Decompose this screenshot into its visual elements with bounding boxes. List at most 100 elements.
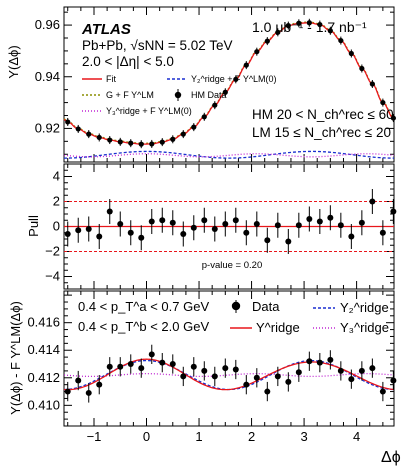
top-data-point — [128, 140, 134, 146]
hm-label: HM 20 < N_ch^rec ≤ 60 — [252, 107, 394, 122]
bottom-panel: 0.410 0.412 0.414 0.416 −1 0 1 2 3 4 Y(Δϕ) - F Y^… — [8, 290, 401, 466]
bottom-data-point — [169, 361, 176, 368]
pull-point — [264, 237, 271, 244]
top-panel: 0.92 0.94 0.96 Y(Δϕ) ATLAS 1.0 μb⁻¹ - 1.7 … — [6, 6, 396, 163]
bottom-y-tick-label: 0.412 — [27, 370, 60, 385]
bottom-points — [64, 344, 397, 403]
middle-y-tick-label: −4 — [45, 269, 60, 284]
top-data-point — [380, 99, 386, 106]
pull-point — [169, 219, 176, 226]
pull-point — [390, 208, 397, 215]
middle-y-tick-label: 0 — [53, 219, 60, 234]
bottom-data-point — [232, 366, 239, 373]
legend-fit-label: Fit — [106, 74, 116, 84]
bottom-y-tick-label: 0.410 — [27, 397, 60, 412]
top-data-point — [212, 102, 218, 108]
bottom-data-point — [369, 365, 376, 372]
top-data-point — [243, 62, 249, 68]
top-data-point — [222, 89, 228, 95]
pull-point — [232, 217, 239, 224]
legend-bottom-yridge-label: Y^ridge — [256, 320, 300, 335]
top-data-point — [348, 50, 354, 57]
top-data-point — [296, 20, 302, 26]
pull-point — [106, 208, 113, 215]
bottom-data-point — [243, 381, 250, 388]
top-data-point — [107, 137, 113, 143]
top-y-tick-label: 0.94 — [35, 69, 60, 84]
bottom-data-point — [159, 359, 166, 366]
legend-y2-label: Y₂^ridge + F Y^LM(0) — [191, 74, 277, 84]
pull-point — [274, 222, 281, 229]
bottom-data-point — [85, 389, 92, 396]
middle-y-tick-label: 4 — [53, 169, 60, 184]
top-data-point — [159, 139, 165, 145]
bottom-data-point — [348, 376, 355, 383]
pull-point — [138, 234, 145, 241]
bottom-data-point — [222, 365, 229, 372]
bottom-data-point — [96, 381, 103, 388]
top-data-point — [359, 65, 365, 72]
pull-point — [348, 233, 355, 240]
top-data-point — [327, 28, 333, 34]
y3-ridge-curve — [63, 153, 395, 158]
bottom-data-point — [117, 363, 124, 370]
top-data-point — [201, 114, 207, 120]
top-data-point — [317, 21, 323, 28]
pull-point — [285, 238, 292, 245]
pull-point — [180, 231, 187, 237]
middle-y-tick-label: −2 — [45, 244, 60, 259]
x-tick-label: 4 — [353, 429, 360, 444]
top-data-point — [264, 38, 270, 44]
lm-label: LM 15 ≤ N_ch^rec ≤ 20 — [252, 125, 391, 140]
pull-point — [148, 218, 155, 225]
pull-point — [253, 221, 260, 227]
x-axis-label: Δϕ — [381, 449, 401, 466]
bottom-data-point — [211, 373, 218, 380]
middle-reference-lines — [64, 201, 394, 252]
legend-bottom-data-label: Data — [252, 299, 280, 314]
top-data-point — [275, 29, 281, 35]
bottom-data-point — [316, 359, 323, 366]
top-data-point — [390, 115, 396, 121]
pull-point — [159, 217, 166, 224]
top-data-point — [149, 141, 155, 147]
middle-y-axis-label: Pull — [26, 215, 41, 237]
pull-point — [327, 214, 334, 221]
bottom-curves — [63, 358, 395, 391]
pull-point — [295, 222, 302, 229]
top-points — [65, 18, 396, 149]
x-tick-label: 1 — [195, 429, 202, 444]
top-data-point — [96, 134, 102, 141]
top-data-point — [170, 136, 176, 142]
legend-y3-label: Y₃^ridge + F Y^LM(0) — [106, 106, 192, 116]
x-tick-label: 0 — [143, 429, 150, 444]
bottom-data-point — [201, 367, 208, 374]
top-data-point — [138, 141, 144, 147]
pb-label: 0.4 < p_T^b < 2.0 GeV — [78, 319, 209, 334]
pull-point — [316, 218, 323, 225]
y2-ridge-curve — [64, 150, 394, 159]
bottom-data-point — [138, 365, 145, 372]
bottom-data-point — [274, 373, 281, 380]
bottom-ticks: 0.410 0.412 0.414 0.416 −1 0 1 2 3 4 — [27, 291, 394, 444]
top-data-point — [338, 37, 344, 44]
legend-data-marker — [174, 91, 182, 99]
pull-point — [243, 229, 250, 236]
legend-bottom-data-marker — [231, 301, 241, 311]
top-data-point — [306, 20, 312, 26]
legend-bottom-y3-label: Y₃^ridge — [340, 320, 389, 335]
top-y-tick-label: 0.96 — [35, 17, 60, 32]
top-data-point — [254, 49, 260, 55]
top-data-point — [369, 81, 375, 87]
pull-point — [201, 217, 208, 224]
pull-point — [337, 222, 344, 229]
pull-point — [85, 226, 92, 232]
middle-points — [64, 189, 397, 254]
pull-point — [211, 226, 218, 232]
bottom-data-point — [253, 374, 260, 381]
system-label: Pb+Pb, √sNN = 5.02 TeV — [82, 38, 233, 53]
pull-point — [190, 224, 197, 231]
bottom-data-point — [379, 388, 386, 395]
pa-label: 0.4 < p_T^a < 0.7 GeV — [78, 299, 209, 314]
